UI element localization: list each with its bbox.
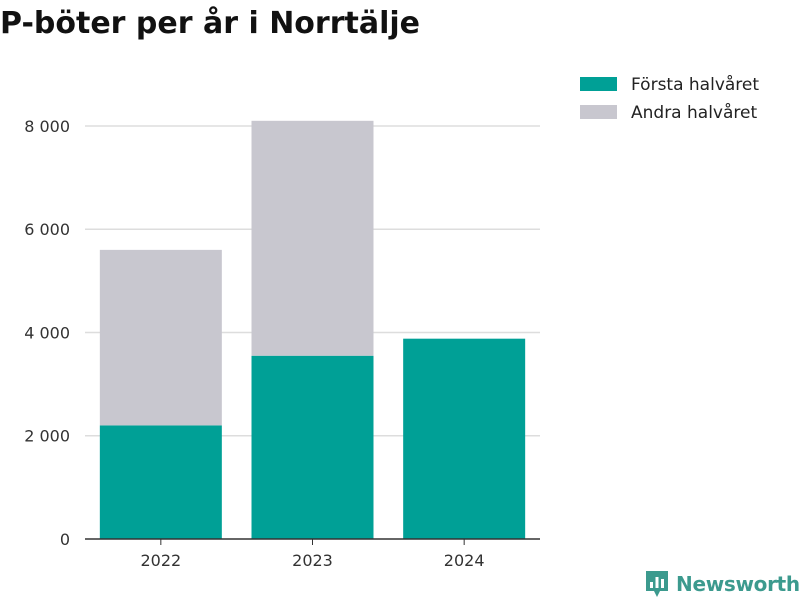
y-tick-label: 2 000 (24, 427, 70, 446)
bar-chart-badge-icon (646, 571, 668, 597)
legend-swatch (580, 77, 617, 91)
logo-text: Newsworthy (676, 572, 800, 596)
legend: Första halvåret Andra halvåret (580, 74, 759, 123)
legend-swatch (580, 105, 617, 119)
y-tick-label: 6 000 (24, 220, 70, 239)
axes: 0 2 000 4 000 6 000 8 000 2022 2023 2024 (24, 117, 540, 570)
bars (99, 120, 526, 539)
x-tick-label: 2023 (292, 551, 333, 570)
bar-2024-series-0 (403, 338, 526, 539)
y-tick-label: 8 000 (24, 117, 70, 136)
x-tick-label: 2024 (444, 551, 485, 570)
newsworthy-logo: Newsworthy (644, 568, 800, 600)
chart-title: P-böter per år i Norrtälje (0, 6, 420, 41)
y-tick-label: 4 000 (24, 323, 70, 342)
bar-2023-series-1 (251, 120, 374, 356)
legend-label: Andra halvåret (631, 102, 757, 123)
y-tick-label: 0 (60, 530, 70, 549)
legend-label: Första halvåret (631, 74, 759, 95)
x-tick-label: 2022 (140, 551, 181, 570)
bar-2023-series-0 (251, 355, 374, 539)
bar-2022-series-1 (99, 249, 222, 426)
bar-2022-series-0 (99, 425, 222, 539)
